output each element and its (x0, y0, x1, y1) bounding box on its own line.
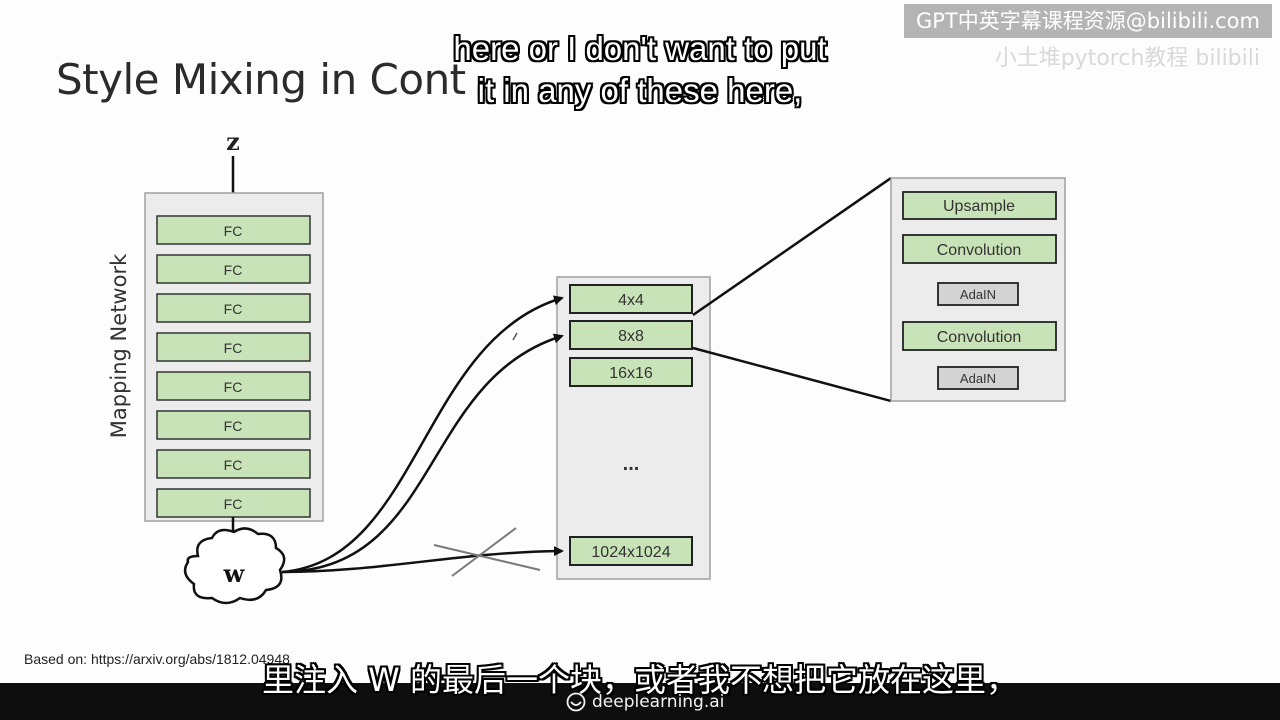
style-mixing-diagram: z Mapping Network FC FC FC FC FC FC (107, 127, 1066, 605)
detail-block-adain: AdaIN (937, 282, 1019, 306)
w-to-8x8-arrow (281, 333, 564, 574)
detail-block-convolution: Convolution (902, 321, 1057, 351)
detail-block-label: AdaIN (960, 287, 996, 302)
fc-layer-label: FC (224, 457, 243, 473)
synthesis-block-label: 1024x1024 (591, 544, 670, 561)
tick-mark (512, 332, 518, 341)
fc-layer: FC (156, 215, 311, 245)
detail-block-label: Convolution (937, 329, 1022, 346)
w-to-1024-arrow (281, 546, 564, 574)
detail-block-upsample: Upsample (902, 191, 1057, 220)
fc-stack: FC FC FC FC FC FC FC FC (156, 215, 311, 518)
source-citation: Based on: https://arxiv.org/abs/1812.049… (24, 651, 290, 667)
synthesis-block-label: 4x4 (618, 292, 644, 309)
english-subtitle: here or I don't want to put it in any of… (380, 28, 900, 112)
fc-layer: FC (156, 410, 311, 440)
brand-footer: deeplearning.ai (566, 690, 724, 714)
w-label: w (223, 559, 246, 588)
detail-block-label: Convolution (937, 242, 1022, 259)
cross-mark-stroke (451, 527, 517, 577)
synthesis-block-label: 16x16 (609, 365, 653, 382)
detail-block-convolution: Convolution (902, 234, 1057, 264)
synthesis-ellipsis: ... (623, 453, 640, 475)
fc-layer-label: FC (224, 223, 243, 239)
synthesis-block-label: 8x8 (618, 328, 644, 345)
synthesis-block: 4x4 (569, 284, 693, 314)
zoom-line-top (692, 176, 892, 317)
brand-text: deeplearning.ai (592, 692, 725, 712)
fc-layer: FC (156, 332, 311, 362)
fc-layer-label: FC (224, 379, 243, 395)
english-subtitle-line: here or I don't want to put (453, 30, 827, 67)
video-bottom-bar (0, 683, 1280, 720)
faint-watermark: 小土堆pytorch教程 bilibili (994, 46, 1260, 71)
zoom-line-bottom (692, 346, 892, 403)
slide-title: Style Mixing in Cont (56, 55, 466, 104)
fc-layer: FC (156, 254, 311, 284)
fc-layer: FC (156, 293, 311, 323)
fc-layer-label: FC (224, 496, 243, 512)
fc-layer-label: FC (224, 262, 243, 278)
fc-layer: FC (156, 488, 311, 518)
detail-block-label: AdaIN (960, 371, 996, 386)
fc-layer-label: FC (224, 301, 243, 317)
bilibili-watermark: GPT中英字幕课程资源@bilibili.com (904, 4, 1272, 38)
detail-block-label: Upsample (943, 198, 1015, 215)
z-input-label: z (226, 127, 240, 156)
fc-layer: FC (156, 449, 311, 479)
fc-layer-label: FC (224, 340, 243, 356)
fc-layer: FC (156, 371, 311, 401)
mapping-network-label: Mapping Network (107, 253, 131, 438)
fc-layer-label: FC (224, 418, 243, 434)
chinese-subtitle: 里注入 W 的最后一个块，或者我不想把它放在这里， (262, 661, 1018, 699)
w-cloud-shape (183, 527, 286, 605)
english-subtitle-line: it in any of these here, (477, 72, 803, 109)
synthesis-block: 16x16 (569, 357, 693, 387)
deeplearning-logo-icon (566, 692, 586, 712)
cross-mark-stroke (433, 544, 541, 571)
synthesis-block: 8x8 (569, 320, 693, 350)
detail-block-adain: AdaIN (937, 366, 1019, 390)
w-to-4x4-arrow (281, 295, 564, 574)
synthesis-block-last: 1024x1024 (569, 536, 693, 566)
